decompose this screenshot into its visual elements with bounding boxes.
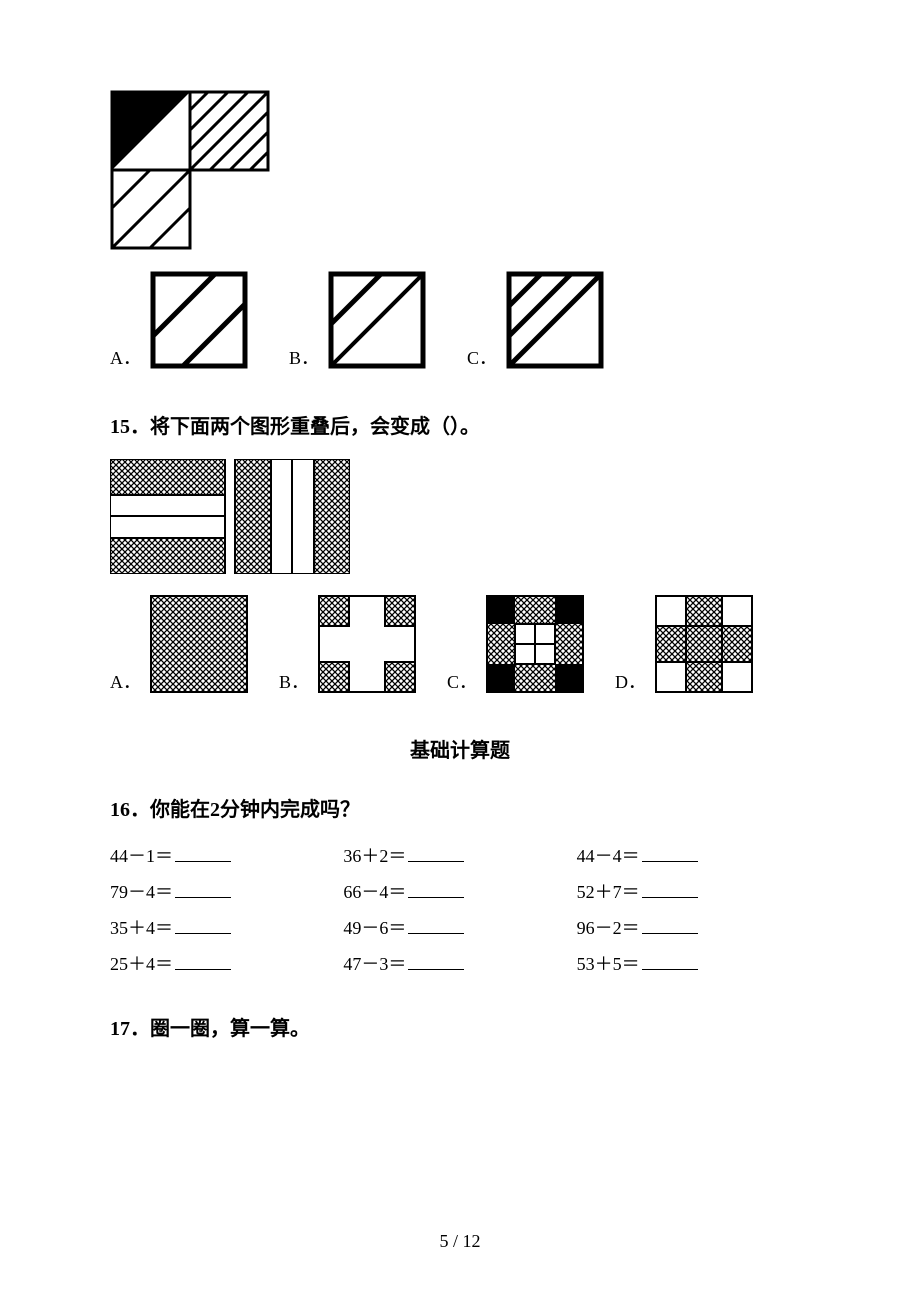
blank[interactable] <box>408 878 464 898</box>
blank[interactable] <box>408 914 464 934</box>
option-a-figure <box>149 270 249 370</box>
q15-c-figure <box>485 594 585 694</box>
q15-heading: 15．将下面两个图形重叠后，会变成（）。 <box>110 410 810 439</box>
blank[interactable] <box>642 950 698 970</box>
calc-expr: 53＋5＝ <box>577 950 640 976</box>
option-label: A． <box>110 344 141 370</box>
calc-expr: 25＋4＝ <box>110 950 173 976</box>
q15-num: 15． <box>110 416 150 438</box>
option-label: B． <box>279 668 309 694</box>
blank[interactable] <box>175 878 231 898</box>
q15-text: 将下面两个图形重叠后，会变成（）。 <box>150 416 480 438</box>
option-b-figure <box>327 270 427 370</box>
calc-expr: 96－2＝ <box>577 914 640 940</box>
q17-heading: 17．圈一圈，算一算。 <box>110 1012 810 1041</box>
q15-a-figure <box>149 594 249 694</box>
q17-text: 圈一圈，算一算。 <box>150 1018 310 1040</box>
calc-cell: 47－3＝ <box>343 950 576 976</box>
calc-expr: 49－6＝ <box>343 914 406 940</box>
blank[interactable] <box>175 950 231 970</box>
q14-option-b[interactable]: B． <box>289 270 427 370</box>
q16-table: 44－1＝ 36＋2＝ 44－4＝ 79－4＝ 66－4＝ 52＋7＝ 35＋4… <box>110 842 810 976</box>
calc-cell: 53＋5＝ <box>577 950 810 976</box>
q15-option-c[interactable]: C． <box>447 594 585 694</box>
calc-cell: 44－1＝ <box>110 842 343 868</box>
calc-cell: 79－4＝ <box>110 878 343 904</box>
blank[interactable] <box>642 842 698 862</box>
option-label: B． <box>289 344 319 370</box>
blank[interactable] <box>175 842 231 862</box>
calc-row: 79－4＝ 66－4＝ 52＋7＝ <box>110 878 810 904</box>
blank[interactable] <box>642 914 698 934</box>
q15-d-figure <box>654 594 754 694</box>
calc-expr: 79－4＝ <box>110 878 173 904</box>
q15-option-b[interactable]: B． <box>279 594 417 694</box>
option-label: C． <box>447 668 477 694</box>
option-label: D． <box>615 668 646 694</box>
q15-option-d[interactable]: D． <box>615 594 754 694</box>
page-number: 5 / 12 <box>0 1231 920 1252</box>
calc-cell: 25＋4＝ <box>110 950 343 976</box>
calc-expr: 52＋7＝ <box>577 878 640 904</box>
blank[interactable] <box>408 842 464 862</box>
q15-option-a[interactable]: A． <box>110 594 249 694</box>
calc-expr: 47－3＝ <box>343 950 406 976</box>
calc-cell: 52＋7＝ <box>577 878 810 904</box>
calc-expr: 66－4＝ <box>343 878 406 904</box>
calc-expr: 44－4＝ <box>577 842 640 868</box>
calc-cell: 36＋2＝ <box>343 842 576 868</box>
q15-options: A． B． C． D． <box>110 594 810 694</box>
q14-option-c[interactable]: C． <box>467 270 605 370</box>
option-label: C． <box>467 344 497 370</box>
compound-square-figure <box>110 90 270 250</box>
calc-cell: 35＋4＝ <box>110 914 343 940</box>
calc-row: 44－1＝ 36＋2＝ 44－4＝ <box>110 842 810 868</box>
blank[interactable] <box>642 878 698 898</box>
calc-expr: 36＋2＝ <box>343 842 406 868</box>
calc-cell: 44－4＝ <box>577 842 810 868</box>
q16-text: 你能在2分钟内完成吗？ <box>150 799 360 821</box>
calc-cell: 66－4＝ <box>343 878 576 904</box>
q14-option-a[interactable]: A． <box>110 270 249 370</box>
q14-main-figure <box>110 90 810 250</box>
option-c-figure <box>505 270 605 370</box>
q14-options: A． B． C． <box>110 270 810 370</box>
q17-num: 17． <box>110 1018 150 1040</box>
option-label: A． <box>110 668 141 694</box>
calc-row: 35＋4＝ 49－6＝ 96－2＝ <box>110 914 810 940</box>
blank[interactable] <box>175 914 231 934</box>
q16-heading: 16．你能在2分钟内完成吗？ <box>110 793 810 822</box>
calc-row: 25＋4＝ 47－3＝ 53＋5＝ <box>110 950 810 976</box>
q15-b-figure <box>317 594 417 694</box>
q15-source-figures <box>110 459 810 574</box>
section-title: 基础计算题 <box>110 734 810 763</box>
blank[interactable] <box>408 950 464 970</box>
calc-expr: 44－1＝ <box>110 842 173 868</box>
calc-cell: 96－2＝ <box>577 914 810 940</box>
calc-cell: 49－6＝ <box>343 914 576 940</box>
calc-expr: 35＋4＝ <box>110 914 173 940</box>
q16-num: 16． <box>110 799 150 821</box>
q15-sources <box>110 459 350 574</box>
